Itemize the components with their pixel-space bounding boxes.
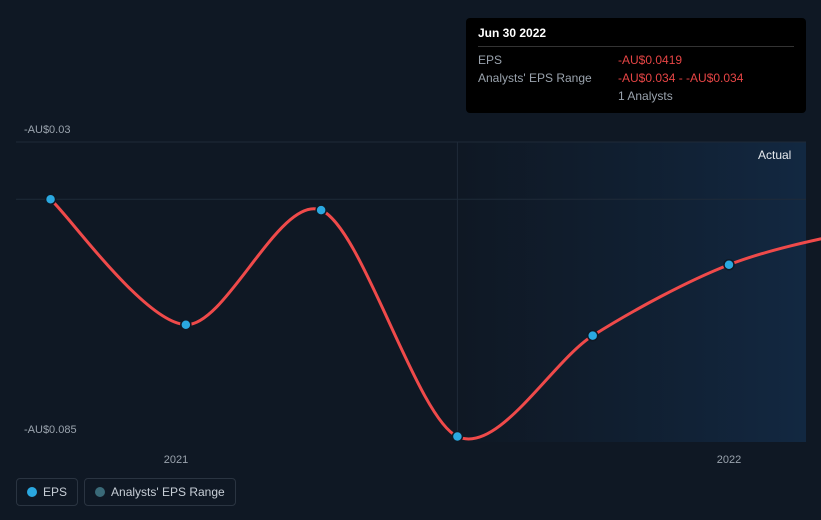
tooltip-row: EPS-AU$0.0419: [478, 51, 794, 69]
x-axis-tick: 2021: [164, 454, 188, 466]
chart-tooltip: Jun 30 2022 EPS-AU$0.0419Analysts' EPS R…: [466, 18, 806, 113]
actual-region-label: Actual: [758, 148, 791, 162]
chart-legend: EPS Analysts' EPS Range: [16, 478, 236, 506]
legend-item[interactable]: Analysts' EPS Range: [84, 478, 236, 506]
legend-label: EPS: [43, 485, 67, 499]
tooltip-row-label: EPS: [478, 53, 618, 67]
eps-chart: [16, 142, 806, 442]
tooltip-row-sub: 1 Analysts: [618, 89, 794, 103]
tooltip-row: Analysts' EPS Range-AU$0.034 - -AU$0.034: [478, 69, 794, 87]
legend-item[interactable]: EPS: [16, 478, 78, 506]
tooltip-title: Jun 30 2022: [478, 26, 794, 47]
legend-label: Analysts' EPS Range: [111, 485, 225, 499]
tooltip-row: 1 Analysts: [478, 87, 794, 105]
tooltip-row-value: -AU$0.0419: [618, 53, 794, 67]
tooltip-row-label: Analysts' EPS Range: [478, 71, 618, 85]
legend-swatch: [95, 487, 105, 497]
legend-swatch: [27, 487, 37, 497]
x-axis-tick: 2022: [717, 454, 741, 466]
y-axis-tick: -AU$0.03: [24, 124, 70, 136]
tooltip-row-value: -AU$0.034 - -AU$0.034: [618, 71, 794, 85]
